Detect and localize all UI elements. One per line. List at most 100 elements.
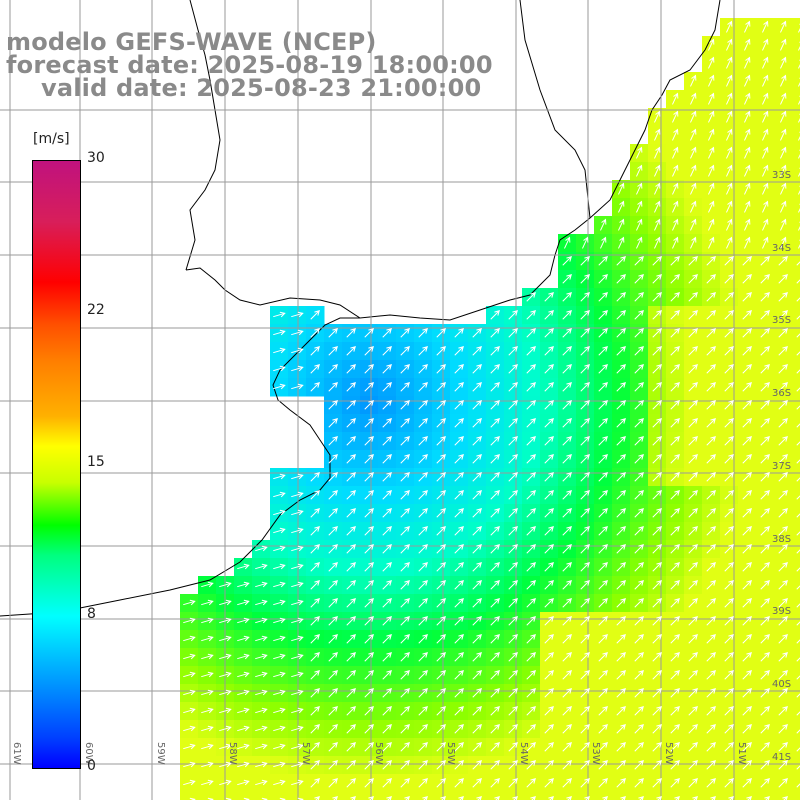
wind-arrow	[472, 742, 482, 752]
wind-arrow	[688, 454, 698, 464]
wind-arrow	[616, 454, 626, 464]
wind-arrow	[598, 364, 608, 374]
wind-arrow	[634, 526, 644, 536]
wind-arrow	[780, 38, 787, 51]
wind-speed-cell	[792, 378, 800, 397]
wind-arrow	[328, 616, 338, 626]
wind-arrow	[328, 472, 338, 482]
wind-arrow	[796, 279, 800, 284]
wind-arrow	[183, 707, 196, 714]
wind-arrow	[724, 418, 734, 428]
wind-arrow	[616, 760, 626, 770]
wind-arrow	[436, 346, 446, 356]
wind-arrow	[201, 617, 214, 624]
wind-arrow	[436, 634, 446, 644]
wind-arrow	[382, 706, 392, 716]
wind-arrow	[670, 634, 680, 644]
wind-arrow	[670, 544, 680, 554]
wind-arrow	[778, 256, 788, 266]
wind-arrow	[780, 74, 787, 87]
longitude-label: 55W	[445, 742, 456, 765]
wind-speed-cell	[792, 648, 800, 667]
wind-speed-cell	[792, 270, 800, 289]
wind-speed-cell	[792, 540, 800, 559]
wind-speed-cell	[792, 738, 800, 757]
wind-arrow	[670, 472, 680, 482]
wind-arrow	[580, 364, 590, 374]
wind-arrow	[744, 146, 751, 159]
wind-arrow	[688, 598, 698, 608]
wind-arrow	[688, 346, 698, 356]
wind-arrow	[634, 400, 644, 410]
wind-arrow	[508, 778, 518, 788]
wind-arrow	[796, 711, 800, 716]
wind-arrow	[742, 436, 752, 446]
wind-arrow	[670, 382, 680, 392]
wind-arrow	[310, 778, 320, 788]
wind-arrow	[400, 418, 410, 428]
wind-arrow	[346, 778, 356, 788]
wind-arrow	[436, 760, 446, 770]
wind-arrow	[616, 562, 626, 572]
wind-arrow	[382, 490, 392, 500]
latitude-labels: 33S 34S 35S 36S 37S 38S 39S 40S 41S	[772, 170, 791, 763]
wind-arrow	[724, 346, 734, 356]
wind-speed-cell	[594, 792, 613, 800]
wind-arrow	[796, 459, 800, 464]
wind-arrow	[291, 563, 304, 570]
wind-arrow	[598, 706, 608, 716]
wind-arrow	[706, 508, 716, 518]
wind-arrow	[616, 310, 626, 320]
wind-arrow	[688, 778, 698, 788]
wind-arrow	[616, 580, 626, 590]
wind-arrow	[183, 617, 196, 624]
model-title: modelo GEFS-WAVE (NCEP)	[6, 28, 377, 56]
wind-arrow	[688, 292, 698, 302]
wind-arrow	[219, 635, 232, 642]
wind-arrow	[672, 128, 679, 141]
wind-arrow	[652, 346, 662, 356]
wind-arrow	[670, 580, 680, 590]
wind-arrow	[670, 742, 680, 752]
wind-arrow	[690, 200, 697, 213]
wind-arrow	[724, 382, 734, 392]
wind-speed-cell	[504, 792, 523, 800]
wind-arrow	[454, 562, 464, 572]
wind-arrow	[670, 364, 680, 374]
wind-arrow	[690, 128, 697, 141]
wind-arrow	[544, 454, 554, 464]
wind-speed-cell	[792, 18, 800, 37]
wind-arrow	[634, 292, 644, 302]
wind-arrow	[670, 508, 680, 518]
wind-arrow	[508, 310, 518, 320]
wind-arrow	[616, 292, 626, 302]
wind-arrow	[255, 743, 268, 750]
wind-arrow	[688, 274, 698, 284]
wind-arrow	[562, 418, 572, 428]
wind-speed-cell	[792, 54, 800, 73]
wind-arrow	[598, 526, 608, 536]
wind-arrow	[454, 670, 464, 680]
wind-speed-cell	[522, 792, 541, 800]
wind-arrow	[688, 328, 698, 338]
wind-arrow	[724, 454, 734, 464]
wind-arrow	[472, 454, 482, 464]
wind-arrow	[598, 490, 608, 500]
wind-arrow	[634, 436, 644, 446]
wind-arrow	[726, 146, 733, 159]
wind-arrow	[672, 110, 679, 123]
wind-arrow	[291, 707, 304, 714]
wind-arrow	[454, 652, 464, 662]
wind-arrow	[472, 670, 482, 680]
wind-arrow	[310, 742, 320, 752]
wind-speed-cell	[756, 792, 775, 800]
wind-arrow	[598, 688, 608, 698]
wind-arrow	[706, 598, 716, 608]
wind-arrow	[562, 508, 572, 518]
wind-arrow	[562, 400, 572, 410]
wind-arrow	[472, 508, 482, 518]
wind-arrow	[760, 760, 770, 770]
wind-arrow	[724, 670, 734, 680]
wind-arrow	[598, 400, 608, 410]
wind-arrow	[364, 328, 374, 338]
